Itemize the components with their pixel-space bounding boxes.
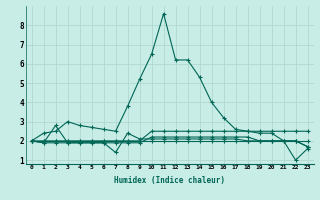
X-axis label: Humidex (Indice chaleur): Humidex (Indice chaleur) (114, 176, 225, 185)
